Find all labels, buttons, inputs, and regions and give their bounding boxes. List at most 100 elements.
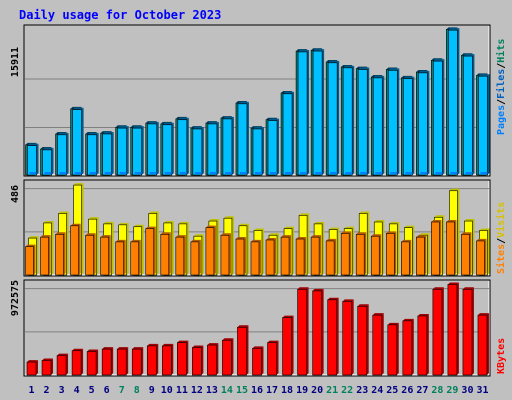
files-bar-day-18 — [282, 91, 295, 176]
kbytes-bar-day-3 — [56, 353, 69, 376]
pages-bar-day-8 — [134, 172, 142, 174]
day-label-18: 18 — [281, 385, 293, 396]
kbytes-bar-day-11 — [177, 340, 189, 376]
sites-bar-day-23 — [355, 232, 367, 276]
files-bar-day-10 — [162, 122, 174, 176]
files-bar-day-27 — [418, 70, 430, 176]
kbytes-bar-day-22 — [342, 299, 354, 376]
day-label-12: 12 — [191, 385, 203, 396]
pages-bar-day-19 — [300, 172, 308, 174]
sites-bar-day-1 — [25, 244, 36, 276]
day-axis: 1 2 3 4 5 6 7 8 9 10 11 12 13 14 15 16 17 18 19 20 21 22 23 24 2… — [29, 385, 489, 396]
kbytes-bar-day-31 — [477, 313, 489, 376]
kbytes-bar-day-17 — [267, 340, 279, 376]
sites-bar-day-29 — [446, 219, 457, 276]
pages-bar-day-14 — [224, 172, 232, 174]
pages-bar-day-16 — [254, 172, 262, 174]
pages-bar-day-28 — [435, 172, 443, 174]
kbytes-bar-day-29 — [447, 282, 459, 376]
sites-bar-day-21 — [325, 238, 337, 276]
pages-bar-day-23 — [360, 172, 368, 174]
day-label-5: 5 — [89, 385, 95, 396]
pages-bar-day-27 — [420, 172, 428, 174]
kbytes-bar-day-25 — [387, 322, 399, 376]
files-bar-day-17 — [267, 118, 280, 176]
kbytes-bar-day-2 — [41, 358, 54, 376]
sites-bar-day-25 — [385, 231, 397, 276]
sites-bar-day-9 — [145, 226, 156, 276]
files-bar-day-21 — [327, 60, 340, 176]
pages-bar-day-5 — [89, 172, 97, 174]
pages-bar-day-6 — [104, 172, 112, 174]
kbytes-bar-day-26 — [402, 318, 414, 376]
day-label-10: 10 — [161, 385, 173, 396]
kbytes-bar-day-7 — [116, 347, 129, 376]
sites-bar-day-18 — [280, 235, 292, 276]
kbytes-bar-day-27 — [417, 313, 429, 376]
pages-bar-day-15 — [239, 172, 247, 174]
sites-bar-day-12 — [190, 239, 201, 276]
pages-bar-day-20 — [315, 172, 323, 174]
files-bar-day-15 — [237, 101, 249, 176]
day-label-26: 26 — [401, 385, 413, 396]
files-bar-day-8 — [132, 126, 144, 176]
day-label-13: 13 — [206, 385, 218, 396]
panel-1 — [23, 24, 491, 177]
pages-bar-day-24 — [375, 172, 383, 174]
day-label-3: 3 — [59, 385, 65, 396]
pages-bar-day-25 — [390, 172, 398, 174]
sites-bar-day-4 — [70, 223, 81, 276]
day-label-27: 27 — [416, 385, 428, 396]
day-label-16: 16 — [251, 385, 263, 396]
sites-bar-day-26 — [401, 239, 412, 276]
pages-bar-day-30 — [465, 172, 473, 174]
sites-bar-day-30 — [461, 232, 472, 276]
sites-bar-day-19 — [295, 237, 307, 276]
kbytes-bar-day-1 — [26, 360, 38, 376]
files-bar-day-30 — [463, 54, 475, 176]
day-label-15: 15 — [236, 385, 248, 396]
panel3-ymax-label: 972575 — [10, 280, 21, 316]
pages-bar-day-17 — [270, 172, 278, 174]
kbytes-bar-day-20 — [312, 288, 324, 376]
pages-bar-day-18 — [285, 172, 293, 174]
files-bar-day-22 — [342, 65, 355, 176]
day-label-1: 1 — [29, 385, 35, 396]
kbytes-bar-day-15 — [237, 325, 249, 376]
day-label-14: 14 — [221, 385, 233, 396]
day-label-23: 23 — [356, 385, 368, 396]
kbytes-bar-day-12 — [192, 345, 204, 376]
sites-bar-day-16 — [250, 239, 261, 276]
kbytes-bar-day-18 — [282, 315, 294, 376]
sites-bar-day-22 — [340, 231, 352, 276]
kbytes-bar-day-8 — [131, 347, 144, 376]
files-bar-day-3 — [57, 132, 69, 176]
sites-bar-day-13 — [205, 225, 216, 276]
kbytes-bar-day-5 — [86, 349, 99, 376]
panel1-ymax-label: 15911 — [10, 47, 21, 77]
day-label-19: 19 — [296, 385, 308, 396]
pages-bar-day-2 — [44, 172, 52, 174]
sites-bar-day-17 — [265, 237, 277, 276]
pages-bar-day-13 — [209, 172, 217, 174]
pages-bar-day-9 — [149, 172, 157, 174]
kbytes-bar-day-14 — [222, 338, 234, 376]
sites-bar-day-6 — [100, 235, 111, 276]
legend-sep: / — [496, 99, 507, 105]
legend-hits-files-pages: Pages/Files/Hits — [495, 39, 507, 135]
day-label-7: 7 — [119, 385, 125, 396]
files-bar-day-23 — [357, 67, 370, 176]
day-label-24: 24 — [371, 385, 383, 396]
sites-bar-day-28 — [431, 219, 442, 276]
files-bar-day-26 — [403, 76, 415, 176]
sites-bar-day-3 — [55, 232, 66, 276]
sites-bar-day-2 — [40, 235, 51, 276]
kbytes-bar-day-10 — [161, 343, 174, 376]
kbytes-bar-day-13 — [207, 343, 219, 376]
files-bar-day-4 — [72, 107, 84, 176]
sites-bar-day-27 — [416, 235, 427, 276]
day-label-6: 6 — [104, 385, 110, 396]
